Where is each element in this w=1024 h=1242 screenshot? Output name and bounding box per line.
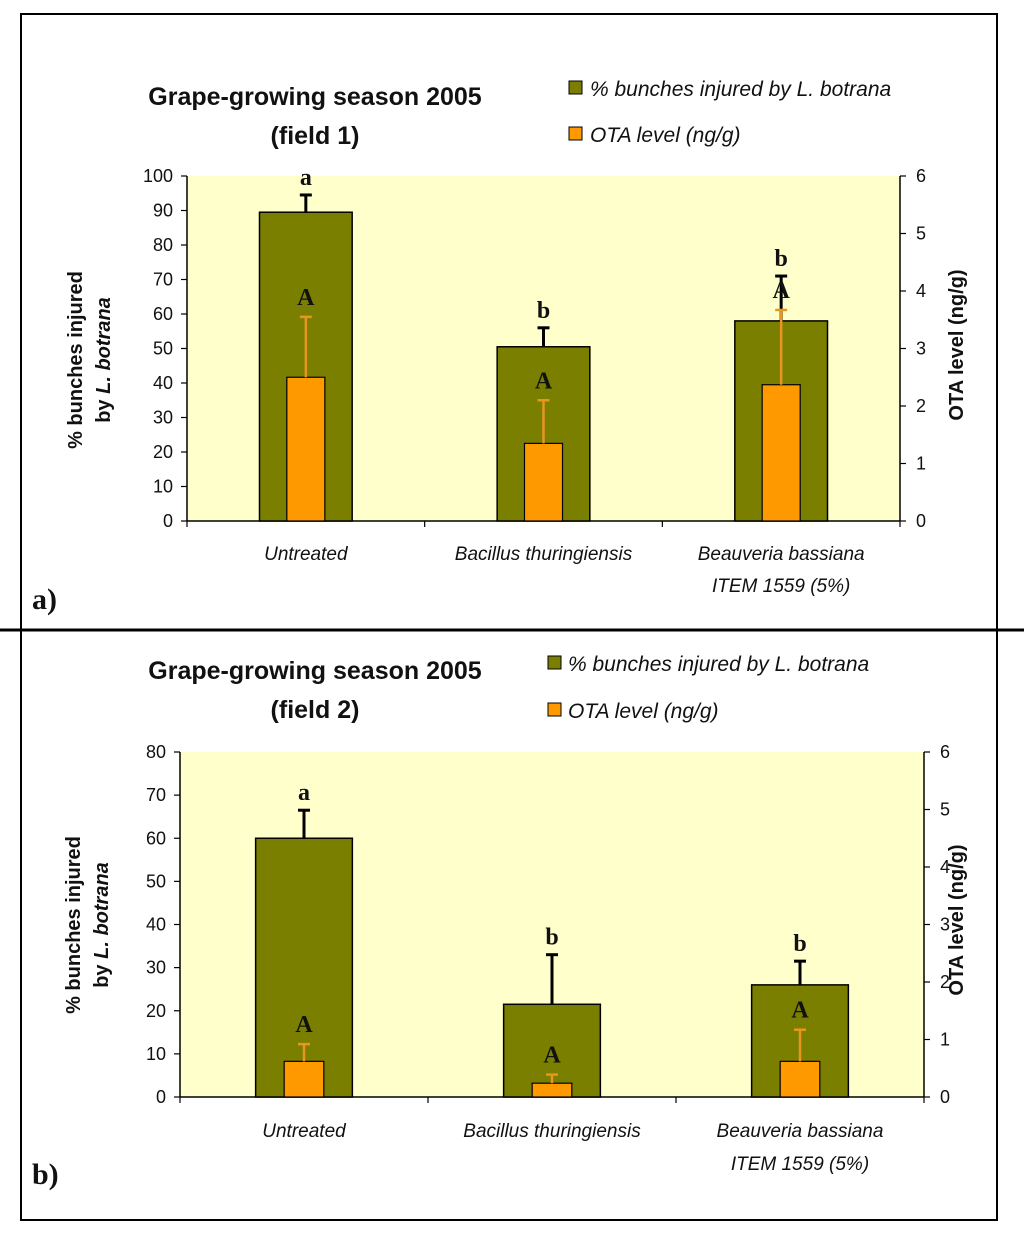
sig-letter-bunches: b bbox=[774, 246, 787, 272]
legend-ota-swatch-b bbox=[547, 702, 562, 717]
y-tick-label: 40 bbox=[146, 915, 166, 935]
category-label: Bacillus thuringiensis bbox=[455, 544, 633, 565]
y2-tick-label: 3 bbox=[940, 915, 950, 935]
panel-a: Grape-growing season 2005 (field 1) % bu… bbox=[32, 78, 968, 616]
bar-ota bbox=[531, 1082, 573, 1098]
y-tick-label: 70 bbox=[153, 270, 173, 290]
category-label-line2: ITEM 1559 (5%) bbox=[731, 1154, 869, 1175]
figure-border bbox=[20, 13, 998, 1221]
panel-b-title-line1: Grape-growing season 2005 bbox=[148, 657, 482, 685]
panel-a-ylabel-line1: % bunches injured bbox=[65, 271, 87, 449]
sig-letter-ota: A bbox=[295, 1012, 313, 1038]
panel-b-label: b) bbox=[32, 1158, 59, 1191]
y-tick-label: 0 bbox=[156, 1087, 166, 1107]
y2-tick-label: 0 bbox=[940, 1087, 950, 1107]
sig-letter-bunches: a bbox=[300, 165, 312, 191]
sig-letter-bunches: a bbox=[298, 780, 310, 806]
y2-tick-label: 5 bbox=[916, 224, 926, 244]
bar-ota bbox=[523, 442, 564, 522]
bar-ota bbox=[286, 376, 326, 522]
y2-tick-label: 6 bbox=[940, 742, 950, 762]
sig-letter-bunches: b bbox=[793, 931, 806, 957]
panel-a-plot: 0 10 20 30 40 50 60 70 80 90 100 0 1 2 3 4 5 6 a A Untreated… bbox=[143, 165, 926, 597]
sig-letter-ota: A bbox=[535, 368, 553, 394]
panel-b-title-line2: (field 2) bbox=[271, 696, 360, 724]
category-label: Beauveria bassiana bbox=[698, 544, 865, 565]
category-label-line2: ITEM 1559 (5%) bbox=[712, 576, 850, 597]
bar-ota bbox=[779, 1060, 821, 1098]
y-tick-label: 100 bbox=[143, 166, 173, 186]
sig-letter-bunches: b bbox=[537, 298, 550, 324]
legend-bunches-label: % bunches injured by L. botrana bbox=[590, 78, 891, 101]
panel-b-plot: 0 10 20 30 40 50 60 70 80 0 1 2 3 4 5 6 a A Untreated b A Bac… bbox=[146, 742, 950, 1175]
y2-tick-label: 0 bbox=[916, 511, 926, 531]
category-label: Untreated bbox=[262, 1121, 347, 1142]
y-tick-label: 80 bbox=[153, 235, 173, 255]
y-tick-label: 30 bbox=[146, 958, 166, 978]
panel-b-y2label: OTA level (ng/g) bbox=[946, 844, 968, 995]
y-tick-label: 50 bbox=[153, 339, 173, 359]
legend-ota-label: OTA level (ng/g) bbox=[590, 124, 741, 147]
legend-bunches-label-b: % bunches injured by L. botrana bbox=[568, 653, 869, 676]
y2-tick-label: 4 bbox=[916, 281, 926, 301]
y-tick-label: 20 bbox=[153, 442, 173, 462]
sig-letter-bunches: b bbox=[545, 925, 558, 951]
y-tick-label: 10 bbox=[153, 477, 173, 497]
sig-letter-ota: A bbox=[791, 998, 809, 1024]
y2-tick-label: 1 bbox=[916, 454, 926, 474]
sig-letter-ota: A bbox=[297, 285, 315, 311]
panel-b-ylabel-line1: % bunches injured bbox=[63, 836, 85, 1014]
panel-b: Grape-growing season 2005 (field 2) % bu… bbox=[32, 653, 968, 1191]
category-label: Untreated bbox=[264, 544, 349, 565]
y2-tick-label: 2 bbox=[916, 396, 926, 416]
y-tick-label: 20 bbox=[146, 1001, 166, 1021]
y2-tick-label: 5 bbox=[940, 800, 950, 820]
y-tick-label: 60 bbox=[146, 828, 166, 848]
bar-ota bbox=[283, 1060, 325, 1098]
sig-letter-ota: A bbox=[543, 1043, 561, 1069]
y-tick-label: 10 bbox=[146, 1044, 166, 1064]
y-tick-label: 60 bbox=[153, 304, 173, 324]
legend-ota-label-b: OTA level (ng/g) bbox=[568, 700, 719, 723]
category-label: Bacillus thuringiensis bbox=[463, 1121, 641, 1142]
y2-tick-label: 2 bbox=[940, 972, 950, 992]
panel-a-ylabel-line2: by L. botrana bbox=[93, 297, 115, 423]
panel-b-ylabel-line2: by L. botrana bbox=[91, 862, 113, 988]
y-tick-label: 40 bbox=[153, 373, 173, 393]
y2-tick-label: 4 bbox=[940, 857, 950, 877]
y-tick-label: 90 bbox=[153, 201, 173, 221]
y2-tick-label: 1 bbox=[940, 1030, 950, 1050]
panel-a-title-line2: (field 1) bbox=[271, 122, 360, 150]
y-tick-label: 70 bbox=[146, 785, 166, 805]
panel-a-title-line1: Grape-growing season 2005 bbox=[148, 83, 482, 111]
y-tick-label: 80 bbox=[146, 742, 166, 762]
y2-tick-label: 3 bbox=[916, 339, 926, 359]
legend-bunches-swatch bbox=[568, 80, 583, 95]
panel-a-label: a) bbox=[32, 583, 57, 616]
y-tick-label: 50 bbox=[146, 871, 166, 891]
legend-ota-swatch bbox=[568, 126, 583, 141]
y-tick-label: 30 bbox=[153, 408, 173, 428]
y2-tick-label: 6 bbox=[916, 166, 926, 186]
sig-letter-ota: A bbox=[772, 278, 790, 304]
legend-bunches-swatch-b bbox=[547, 655, 562, 670]
category-label: Beauveria bassiana bbox=[717, 1121, 884, 1142]
bar-ota bbox=[761, 384, 801, 522]
panel-a-y2label: OTA level (ng/g) bbox=[946, 269, 968, 420]
y-tick-label: 0 bbox=[163, 511, 173, 531]
